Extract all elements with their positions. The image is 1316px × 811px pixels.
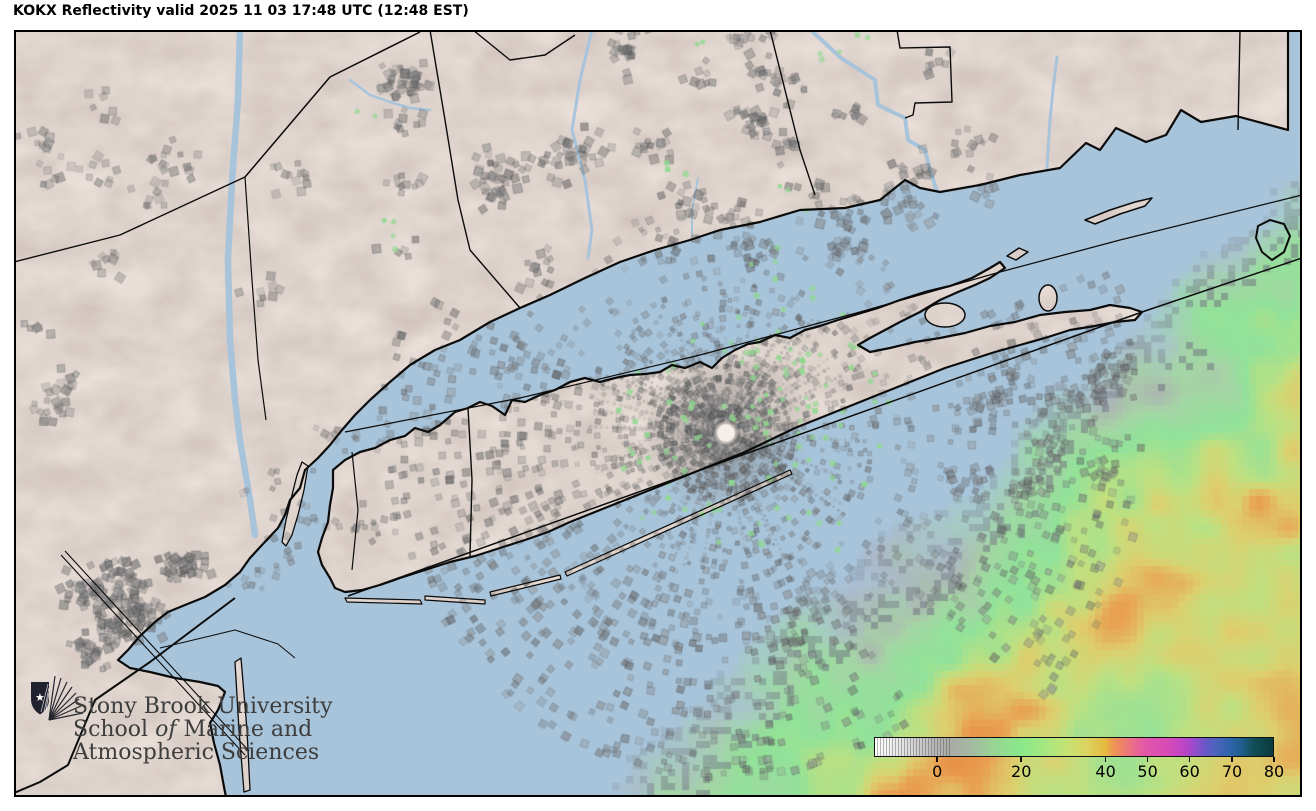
colorbar-tick: [936, 757, 938, 762]
colorbar-tick-label: 70: [1221, 762, 1243, 781]
colorbar-gradient: [874, 737, 1274, 757]
colorbar-tick: [1231, 757, 1233, 762]
colorbar-tick-label: 50: [1137, 762, 1158, 781]
colorbar-tick-label: 20: [1011, 762, 1032, 781]
colorbar-hatch-pattern: [875, 738, 951, 756]
colorbar-tick: [1104, 757, 1107, 762]
credit-line-2: School of Marine and: [73, 717, 313, 742]
radar-echo-layer: [14, 30, 1302, 797]
credit-line-3: Atmospheric Sciences: [73, 740, 320, 765]
sbu-logo: ★ Stony Brook University School of Marin…: [28, 676, 333, 776]
page-title: KOKX Reflectivity valid 2025 11 03 17:48…: [13, 3, 469, 19]
colorbar-tick-label: 60: [1179, 762, 1200, 781]
colorbar-tick-label: 0: [932, 762, 943, 781]
shield-star-icon: ★: [35, 691, 45, 704]
credit-line-1: Stony Brook University: [73, 694, 333, 719]
colorbar-tick: [1020, 757, 1022, 762]
colorbar-tick-label: 80: [1263, 762, 1285, 781]
colorbar-tick: [1146, 757, 1149, 762]
map-frame: 0 20 40 50 60 70 80: [14, 30, 1302, 797]
map-boundary-layer: [14, 30, 1302, 797]
sbu-shield-icon: ★: [31, 676, 84, 721]
colorbar-tick: [1273, 757, 1275, 762]
colorbar-tick-label: 40: [1095, 762, 1116, 781]
colorbar-tick: [1188, 757, 1191, 762]
radar-site-dot: [716, 423, 736, 443]
reflectivity-colorbar: 0 20 40 50 60 70 80: [874, 737, 1284, 789]
credit-text: Stony Brook University School of Marine …: [73, 695, 333, 764]
